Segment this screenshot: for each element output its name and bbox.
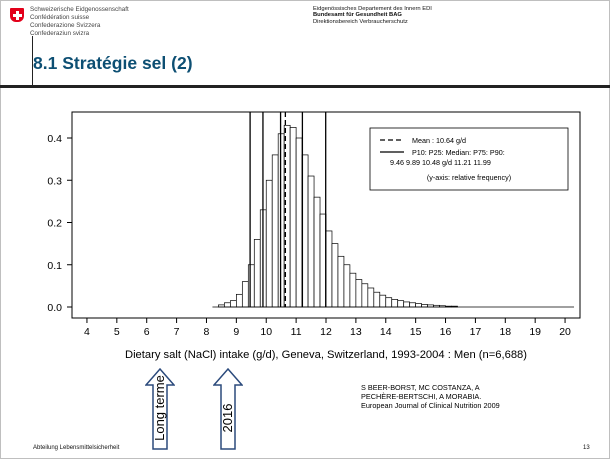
x-tick-label: 11	[291, 326, 302, 338]
histogram-bar	[224, 302, 231, 308]
x-tick-label: 7	[174, 326, 180, 338]
header-divider-vertical	[32, 36, 33, 88]
histogram-bar	[236, 293, 243, 308]
legend-percentile-values: 9.46 9.89 10.48 g/d 11.21 11.99	[390, 158, 491, 167]
histogram-bar	[409, 302, 416, 308]
histogram-bar	[325, 230, 333, 308]
histogram-bar	[253, 239, 261, 308]
x-tick-label: 9	[233, 326, 239, 338]
x-tick-label: 8	[204, 326, 210, 338]
histogram-bar	[289, 127, 297, 308]
arrow-up-icon	[145, 368, 175, 450]
arrow-label-2016: 2016	[220, 403, 235, 433]
y-tick-label: 0.1	[47, 260, 62, 272]
x-tick-label: 20	[559, 326, 571, 338]
histogram-bar	[403, 301, 411, 308]
page-number: 13	[583, 445, 590, 451]
slide-title: 8.1 Stratégie sel (2)	[33, 53, 193, 73]
office-name: Bundesamt für Gesundheit BAG	[313, 12, 402, 19]
org-line: Confederazione Svizzera	[30, 22, 101, 29]
x-tick-label: 15	[410, 326, 422, 338]
legend-percentile-header: P10: P25: Median: P75: P90:	[412, 148, 505, 157]
histogram-bar	[230, 300, 237, 308]
org-line: Schweizerische Eidgenossenschaft	[30, 6, 129, 13]
histogram-bar	[373, 291, 381, 308]
histogram-bar	[355, 279, 363, 308]
histogram-bar	[337, 255, 345, 308]
histogram-bar	[343, 264, 351, 308]
y-tick-label: 0.0	[47, 302, 62, 314]
x-tick-label: 5	[114, 326, 120, 338]
histogram-bar	[241, 281, 249, 308]
x-tick-label: 17	[470, 326, 482, 338]
histogram-bar	[313, 196, 321, 308]
arrow-up-icon	[213, 368, 243, 450]
legend-mean-text: Mean : 10.64 g/d	[412, 136, 466, 145]
histogram-bar	[265, 179, 273, 308]
org-line: Confederaziun svizra	[30, 30, 90, 37]
legend-note: (y-axis: relative frequency)	[427, 173, 511, 182]
x-tick-label: 18	[499, 326, 511, 338]
citation-line: S BEER-BORST, MC COSTANZA, A	[361, 383, 480, 392]
x-tick-label: 12	[320, 326, 332, 338]
y-tick-label: 0.3	[47, 175, 62, 187]
histogram-bar	[379, 294, 387, 308]
y-tick-label: 0.2	[47, 218, 62, 230]
swiss-cross-logo	[10, 8, 24, 22]
citation-line: European Journal of Clinical Nutrition 2…	[361, 401, 500, 410]
citation: S BEER-BORST, MC COSTANZA, A PECHÈRE-BER…	[361, 383, 500, 410]
x-tick-label: 4	[84, 326, 90, 338]
x-tick-label: 10	[260, 326, 272, 338]
histogram-bar	[397, 300, 405, 308]
histogram-bar	[331, 243, 339, 308]
y-tick-label: 0.4	[47, 133, 62, 145]
histogram-bar	[307, 175, 315, 308]
arrow-label-long-terme: Long terme	[152, 375, 167, 441]
division-name: Direktionsbereich Verbraucherschutz	[313, 18, 408, 25]
x-tick-label: 13	[350, 326, 362, 338]
footer-department: Abteilung Lebensmittelsicherheit	[33, 445, 120, 451]
legend-box	[369, 127, 569, 191]
histogram-bar	[271, 154, 279, 308]
department-block: Eidgenössisches Departement des Innern E…	[313, 6, 432, 25]
histogram-bar	[367, 287, 375, 308]
histogram-bar	[361, 283, 369, 308]
confederation-names: Schweizerische Eidgenossenschaft Confédé…	[30, 6, 129, 38]
header-divider-horizontal	[0, 85, 610, 88]
histogram-bar	[391, 299, 399, 308]
x-tick-label: 16	[440, 326, 452, 338]
histogram-bar	[349, 272, 357, 308]
citation-line: PECHÈRE-BERTSCHI, A MORABIA.	[361, 392, 482, 401]
histogram-bar	[415, 303, 422, 308]
x-tick-label: 14	[380, 326, 392, 338]
histogram-bar	[247, 264, 255, 308]
histogram-bar	[295, 137, 303, 308]
x-axis-label: Dietary salt (NaCl) intake (g/d), Geneva…	[125, 349, 527, 361]
x-tick-label: 19	[529, 326, 541, 338]
histogram-bar	[385, 297, 393, 308]
department-name: Eidgenössisches Departement des Innern E…	[313, 6, 432, 12]
x-tick-label: 6	[144, 326, 150, 338]
org-line: Confédération suisse	[30, 14, 90, 21]
